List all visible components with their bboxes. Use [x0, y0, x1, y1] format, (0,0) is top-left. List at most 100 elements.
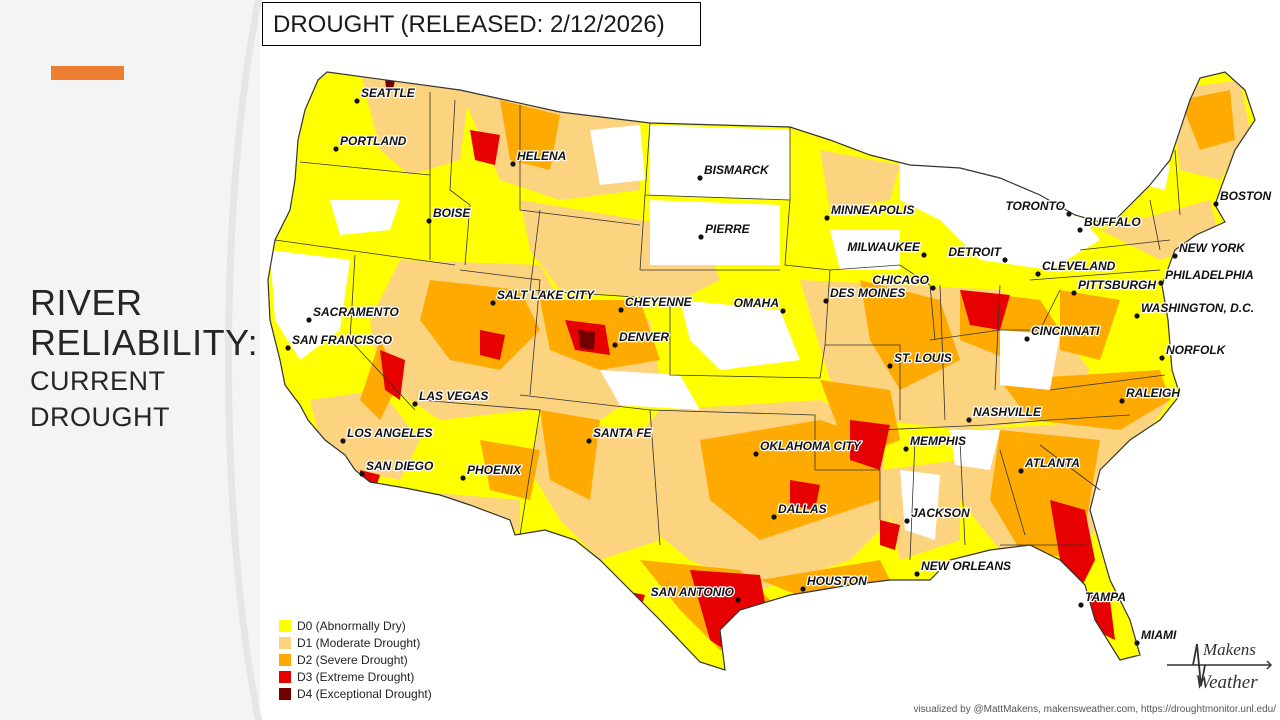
city-dot — [735, 597, 741, 603]
map-title: DROUGHT (RELEASED: 2/12/2026) — [273, 11, 665, 38]
no-drought-area — [600, 370, 700, 410]
no-drought-area — [950, 430, 1000, 470]
city-label: BOISE — [433, 206, 471, 220]
legend-item-d2: D2 (Severe Drought) — [279, 651, 432, 668]
city-dot — [1066, 211, 1072, 217]
legend-label-d0: D0 (Abnormally Dry) — [297, 618, 406, 633]
city-dot — [586, 438, 592, 444]
city-markers: SEATTLE PORTLAND HELENA BOISE BISMARCK PIERRE… — [285, 85, 1273, 646]
city-dot — [1134, 640, 1140, 646]
makens-weather-logo: Makens Weather — [1163, 628, 1275, 704]
map-title-box: DROUGHT (RELEASED: 2/12/2026) — [262, 2, 701, 46]
city-dot — [333, 146, 339, 152]
legend-item-d1: D1 (Moderate Drought) — [279, 634, 432, 651]
no-drought-area — [650, 125, 790, 200]
city-dot — [412, 401, 418, 407]
city-label: RALEIGH — [1126, 386, 1180, 400]
city-dot — [359, 471, 365, 477]
city-dot — [612, 342, 618, 348]
city-label: PIERRE — [705, 222, 751, 236]
city-label: MEMPHIS — [910, 434, 966, 448]
city-label: SAN DIEGO — [366, 459, 434, 473]
city-dot — [1158, 280, 1164, 286]
slide-subtitle-line1: CURRENT — [30, 366, 166, 396]
city-dot — [510, 161, 516, 167]
city-dot — [490, 300, 496, 306]
city-label: PHOENIX — [467, 463, 522, 477]
city-dot — [780, 308, 786, 314]
legend-item-d3: D3 (Extreme Drought) — [279, 668, 432, 685]
city-dot — [1119, 398, 1125, 404]
city-label: DES MOINES — [830, 286, 905, 300]
no-drought-area — [1140, 160, 1170, 190]
d2-area — [1180, 90, 1235, 150]
legend-item-d4: D4 (Exceptional Drought) — [279, 685, 432, 702]
d2-area — [1060, 290, 1120, 360]
city-label: SACRAMENTO — [313, 305, 399, 319]
city-label: MIAMI — [1141, 628, 1177, 642]
d3-area — [850, 420, 890, 470]
accent-bar — [51, 66, 124, 80]
city-label: BOSTON — [1220, 189, 1271, 203]
logo-text-weather: Weather — [1195, 672, 1258, 693]
city-label: SALT LAKE CITY — [497, 288, 595, 302]
city-label: SEATTLE — [361, 86, 416, 100]
city-label: SAN ANTONIO — [651, 585, 735, 599]
drought-fill-layer — [268, 72, 1255, 670]
slide-title-line2: RELIABILITY: — [30, 322, 259, 363]
city-label: OMAHA — [734, 296, 779, 310]
city-dot — [823, 298, 829, 304]
city-label: MINNEAPOLIS — [831, 203, 914, 217]
city-label: LAS VEGAS — [419, 389, 488, 403]
d2-area — [540, 410, 600, 500]
city-label: ST. LOUIS — [894, 351, 952, 365]
city-dot — [1002, 257, 1008, 263]
d3-area — [790, 480, 820, 510]
city-dot — [914, 571, 920, 577]
city-label: TAMPA — [1085, 590, 1126, 604]
city-dot — [285, 345, 291, 351]
city-label: JACKSON — [911, 506, 970, 520]
legend-item-d0: D0 (Abnormally Dry) — [279, 617, 432, 634]
city-label: PORTLAND — [340, 134, 407, 148]
city-label: WASHINGTON, D.C. — [1141, 301, 1254, 315]
city-label: NORFOLK — [1166, 343, 1227, 357]
city-label: PHILADELPHIA — [1165, 268, 1254, 282]
no-drought-area — [330, 200, 400, 235]
d2-area — [860, 280, 960, 390]
d1-area — [360, 72, 470, 175]
city-label: SAN FRANCISCO — [292, 333, 393, 347]
d3-area — [960, 290, 1010, 330]
city-label: CHEYENNE — [625, 295, 693, 309]
panel-curve — [225, 0, 262, 720]
no-drought-area — [590, 125, 645, 185]
city-dot — [1134, 313, 1140, 319]
city-dot — [697, 175, 703, 181]
legend-label-d1: D1 (Moderate Drought) — [297, 635, 421, 650]
legend-swatch-d4 — [279, 687, 291, 700]
city-label: MILWAUKEE — [847, 240, 921, 254]
city-label: HOUSTON — [807, 574, 867, 588]
city-dot — [618, 307, 624, 313]
d3-area — [470, 130, 500, 165]
legend-swatch-d2 — [279, 653, 291, 666]
city-dot — [753, 451, 759, 457]
d2-area — [420, 280, 540, 370]
d3-area — [1050, 500, 1095, 600]
no-drought-areas — [270, 125, 1170, 540]
city-label: DENVER — [619, 330, 669, 344]
d2-area — [480, 440, 540, 500]
city-dot — [966, 417, 972, 423]
city-dot — [800, 586, 806, 592]
city-label: TORONTO — [1005, 199, 1065, 213]
city-dot — [1071, 290, 1077, 296]
d3-area — [880, 520, 900, 550]
city-label: DETROIT — [948, 245, 1002, 259]
city-label: CHICAGO — [872, 273, 929, 287]
d2-area — [760, 560, 890, 600]
legend-label-d4: D4 (Exceptional Drought) — [297, 686, 432, 701]
d3-area — [480, 330, 505, 360]
d3-area — [1085, 590, 1115, 640]
d2-area — [500, 100, 560, 170]
